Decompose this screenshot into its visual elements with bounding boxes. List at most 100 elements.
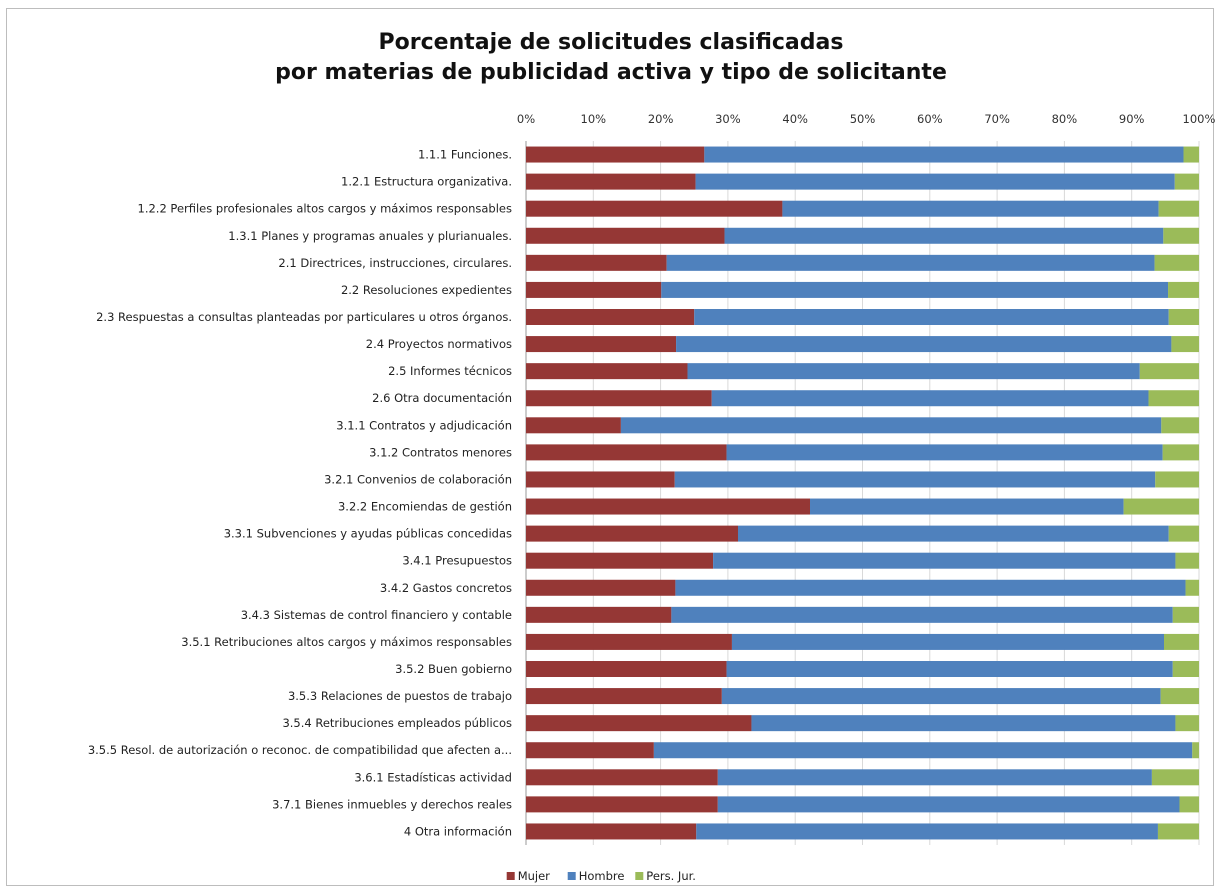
bar-mujer: [526, 390, 712, 407]
bar-pers-jur: [1161, 417, 1199, 434]
bar-mujer: [526, 336, 677, 353]
legend: Mujer Hombre Pers. Jur.: [506, 869, 696, 883]
x-axis-tick-labels: 0% 10% 20% 30% 40% 50% 60% 70% 80% 90% 100%: [517, 112, 1216, 126]
bar-mujer: [526, 309, 695, 325]
bar-mujer: [526, 742, 654, 759]
chart-title: Porcentaje de solicitudes clasificadas p…: [0, 28, 1222, 88]
legend-swatch: [635, 872, 644, 880]
bar-hombre: [674, 471, 1156, 488]
bar-hombre: [666, 254, 1155, 271]
bar-hombre: [726, 444, 1163, 461]
bar-mujer: [526, 715, 752, 732]
category-label: 4 Otra información: [404, 824, 512, 838]
bar-mujer: [526, 173, 696, 190]
bar-hombre: [782, 200, 1159, 217]
bar-hombre: [724, 227, 1164, 244]
bar-hombre: [704, 146, 1184, 163]
bar-hombre: [676, 336, 1172, 353]
legend-item: Mujer: [506, 869, 550, 883]
bar-pers-jur: [1171, 336, 1199, 353]
category-label: 2.1 Directrices, instrucciones, circular…: [278, 256, 512, 270]
category-label: 3.1.1 Contratos y adjudicación: [336, 418, 512, 432]
bar-pers-jur: [1157, 823, 1199, 840]
bar-hombre: [751, 715, 1176, 732]
legend-item: Hombre: [567, 869, 624, 883]
bar-hombre: [695, 173, 1175, 190]
category-label: 2.6 Otra documentación: [372, 391, 512, 405]
bar-pers-jur: [1179, 796, 1199, 813]
bar-pers-jur: [1160, 688, 1199, 705]
bar-pers-jur: [1158, 200, 1199, 217]
x-tick-label: 90%: [1119, 112, 1145, 126]
x-tick-label: 70%: [984, 112, 1010, 126]
bar-hombre: [675, 579, 1186, 596]
category-label: 1.3.1 Planes y programas anuales y pluri…: [228, 229, 512, 243]
bar-mujer: [526, 606, 672, 623]
category-label: 3.5.3 Relaciones de puestos de trabajo: [288, 689, 512, 703]
bar-mujer: [526, 552, 714, 569]
bar-mujer: [526, 796, 718, 813]
category-label: 3.4.3 Sistemas de control financiero y c…: [241, 608, 512, 622]
bar-pers-jur: [1123, 498, 1199, 515]
category-label: 3.2.1 Convenios de colaboración: [324, 472, 512, 486]
bar-pers-jur: [1168, 281, 1199, 298]
bar-pers-jur: [1174, 173, 1199, 190]
legend-label: Mujer: [518, 869, 550, 883]
category-label: 3.5.2 Buen gobierno: [395, 662, 512, 676]
bar-hombre: [711, 390, 1149, 407]
bar-mujer: [526, 146, 705, 163]
category-label: 2.2 Resoluciones expedientes: [341, 283, 512, 297]
bar-hombre: [671, 606, 1173, 623]
bar-pers-jur: [1185, 579, 1199, 596]
bar-mujer: [526, 281, 662, 298]
legend-swatch: [567, 872, 576, 880]
bar-hombre: [653, 742, 1193, 759]
bar-hombre: [737, 525, 1169, 542]
bar-mujer: [526, 254, 667, 271]
category-label: 1.2.2 Perfiles profesionales altos cargo…: [138, 202, 513, 216]
bar-pers-jur: [1148, 390, 1199, 407]
bar-mujer: [526, 688, 722, 705]
bar-hombre: [726, 661, 1173, 677]
bar-pers-jur: [1175, 552, 1199, 569]
category-label: 3.5.4 Retribuciones empleados públicos: [282, 716, 512, 730]
category-label: 3.1.2 Contratos menores: [369, 445, 512, 459]
category-label: 1.2.1 Estructura organizativa.: [341, 175, 512, 189]
legend-swatch: [506, 872, 515, 880]
bar-mujer: [526, 769, 718, 786]
x-tick-label: 0%: [517, 112, 535, 126]
category-label: 1.1.1 Funciones.: [418, 148, 512, 162]
category-label: 3.5.5 Resol. de autorización o reconoc. …: [88, 743, 512, 757]
chart-title-line-2: por materias de publicidad activa y tipo…: [275, 60, 947, 85]
bars: [526, 146, 1199, 840]
legend-label: Pers. Jur.: [646, 869, 696, 883]
category-label: 2.5 Informes técnicos: [388, 364, 512, 378]
bar-mujer: [526, 633, 732, 650]
bar-mujer: [526, 417, 621, 434]
bar-pers-jur: [1162, 444, 1199, 461]
bar-mujer: [526, 579, 676, 596]
bar-pers-jur: [1154, 254, 1199, 271]
bar-hombre: [694, 309, 1169, 325]
category-label: 2.3 Respuestas a consultas planteadas po…: [96, 310, 512, 324]
x-tick-label: 50%: [850, 112, 876, 126]
x-tick-label: 20%: [648, 112, 674, 126]
x-tick-label: 40%: [782, 112, 808, 126]
bar-pers-jur: [1172, 606, 1199, 623]
x-tick-label: 100%: [1183, 112, 1216, 126]
bar-hombre: [696, 823, 1158, 840]
bar-hombre: [713, 552, 1176, 569]
x-tick-label: 80%: [1052, 112, 1078, 126]
gridlines: [525, 141, 1200, 845]
chart-title-line-1: Porcentaje de solicitudes clasificadas: [378, 30, 844, 55]
bar-pers-jur: [1172, 661, 1199, 677]
bar-pers-jur: [1139, 363, 1199, 380]
legend-item: Pers. Jur.: [635, 869, 696, 883]
bar-pers-jur: [1151, 769, 1199, 786]
bar-mujer: [526, 200, 783, 217]
bar-mujer: [526, 471, 675, 488]
x-tick-label: 60%: [917, 112, 943, 126]
bar-pers-jur: [1168, 525, 1199, 542]
category-label: 3.4.1 Presupuestos: [402, 554, 512, 568]
